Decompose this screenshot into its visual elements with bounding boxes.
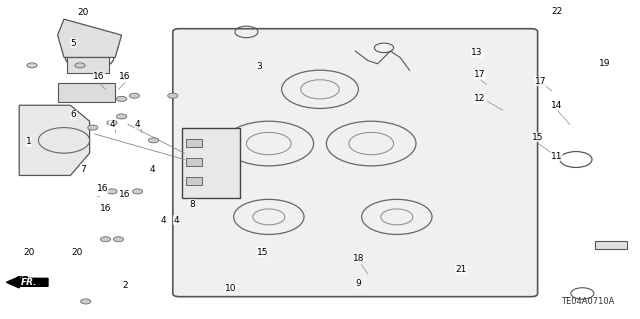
Text: 20: 20	[23, 248, 35, 256]
Text: 3: 3	[257, 63, 262, 71]
Circle shape	[113, 237, 124, 242]
Text: 4: 4	[109, 120, 115, 129]
Circle shape	[100, 237, 111, 242]
Bar	[186, 177, 202, 185]
Text: 16: 16	[119, 72, 131, 81]
Text: 4: 4	[161, 216, 166, 225]
Bar	[186, 158, 202, 166]
Text: 14: 14	[551, 101, 563, 110]
Text: 1: 1	[26, 137, 31, 146]
Polygon shape	[58, 19, 122, 57]
Circle shape	[81, 299, 91, 304]
Text: 2: 2	[122, 281, 127, 290]
Circle shape	[116, 114, 127, 119]
Text: 15: 15	[532, 133, 543, 142]
Bar	[58, 83, 115, 102]
Circle shape	[129, 93, 140, 98]
Text: FR.: FR.	[16, 276, 34, 286]
Circle shape	[75, 63, 85, 68]
Text: 4: 4	[150, 165, 155, 174]
Text: 10: 10	[225, 284, 236, 293]
Text: 15: 15	[257, 248, 268, 256]
Circle shape	[107, 189, 117, 194]
Text: 22: 22	[551, 7, 563, 16]
Text: 19: 19	[599, 59, 611, 68]
Text: 21: 21	[455, 265, 467, 274]
Text: 7: 7	[81, 165, 86, 174]
Text: 16: 16	[100, 204, 111, 213]
Text: 20: 20	[71, 248, 83, 256]
Text: TE04A0710A: TE04A0710A	[561, 297, 614, 306]
Text: 17: 17	[535, 77, 547, 86]
FancyBboxPatch shape	[173, 29, 538, 297]
Text: 6: 6	[71, 110, 76, 119]
Text: 17: 17	[474, 70, 486, 79]
Text: 4: 4	[173, 216, 179, 225]
Circle shape	[168, 93, 178, 98]
Text: 16: 16	[119, 190, 131, 199]
Circle shape	[148, 138, 159, 143]
Text: 11: 11	[551, 152, 563, 161]
Text: 5: 5	[71, 39, 76, 48]
Circle shape	[132, 189, 143, 194]
Circle shape	[88, 125, 98, 130]
Text: FR.: FR.	[20, 278, 37, 287]
Circle shape	[107, 120, 117, 125]
Bar	[595, 241, 627, 249]
Circle shape	[116, 96, 127, 101]
Text: 16: 16	[93, 72, 105, 81]
Text: 20: 20	[77, 8, 89, 17]
Polygon shape	[19, 105, 90, 175]
Bar	[182, 128, 240, 198]
Text: 16: 16	[97, 184, 108, 193]
Text: 8: 8	[189, 200, 195, 209]
Text: 4: 4	[135, 120, 140, 129]
Text: 9: 9	[356, 279, 361, 288]
Bar	[186, 139, 202, 147]
Text: 18: 18	[353, 254, 364, 263]
Circle shape	[27, 63, 37, 68]
Bar	[67, 57, 109, 73]
FancyArrow shape	[6, 277, 48, 288]
Text: 13: 13	[471, 48, 483, 57]
Text: 12: 12	[474, 94, 486, 103]
